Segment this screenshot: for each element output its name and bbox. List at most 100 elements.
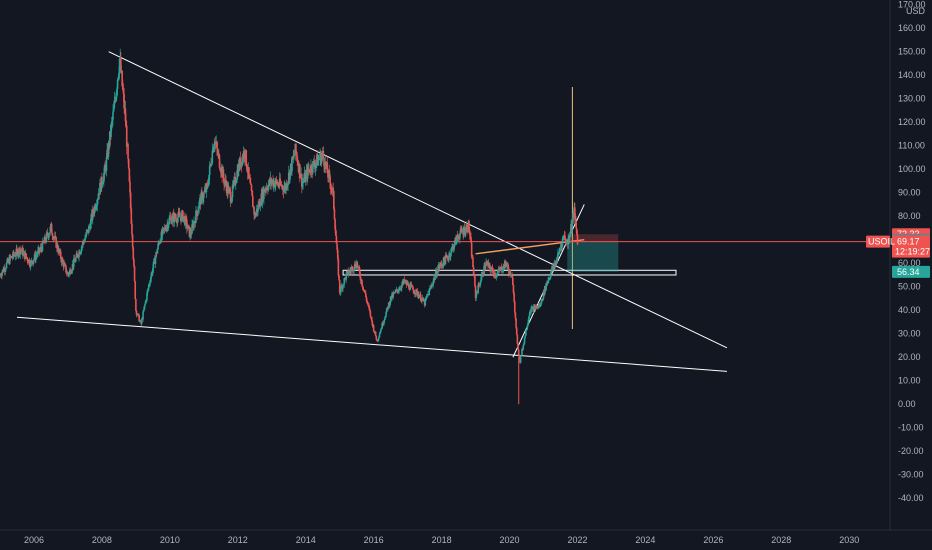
candle-body [188,226,191,237]
candle-body [469,234,472,237]
candle-body [184,216,187,226]
candle-body [447,256,450,260]
candle-body [16,250,19,257]
candle-body [457,236,460,239]
candle-body [250,184,253,191]
candle-body [380,328,383,330]
candle-body [227,188,230,194]
candle-body [80,250,82,253]
candle-body [408,283,410,289]
candle-body [380,329,382,333]
candle-body [150,276,152,282]
candle-body [250,183,252,185]
price-axis[interactable]: USD 170.00 160.00 150.00 140.00 130.00 120.00… [889,0,926,530]
candle-body [201,192,203,194]
candle-body [384,316,387,319]
candle-body [338,280,341,293]
time-tick-label: 2020 [500,535,520,545]
candle-body [378,337,380,339]
candle-body [174,214,176,219]
candle-body [524,335,527,338]
candle-body [525,330,527,336]
candle-body [146,289,149,294]
candle-body [562,236,564,239]
candle-body [19,249,22,255]
candle-body [398,288,401,291]
candle-body [231,197,233,203]
candle-body [101,176,103,185]
candle-body [219,167,221,171]
candle-body [203,192,205,199]
candle-body [187,225,190,227]
candle-body [471,256,474,258]
candle-body [425,298,427,300]
candle-body [389,296,392,303]
candle-body [158,243,161,244]
candle-body [186,228,189,230]
candle-body [356,262,359,267]
candle-body [482,274,485,276]
candle-body [177,212,180,218]
candle-body [5,262,8,269]
candle-body [138,315,140,322]
candle-body [466,225,468,232]
candle-body [512,277,514,285]
candle-body [368,308,371,312]
candle-body [150,272,153,277]
time-axis[interactable]: 2006 2008 2010 2012 2014 2016 2018 2020 2022 2024… [0,529,932,545]
candle-body [56,243,59,250]
candle-body [334,219,336,230]
candle-body [415,289,418,291]
candle-body [127,158,130,169]
candle-body [446,256,449,259]
last-price-badge-bg [892,235,930,258]
candle-body [165,226,168,231]
candle-body [116,79,119,89]
candle-body [568,236,571,240]
candle-body [429,287,432,289]
candle-body [75,253,78,258]
candle-body [377,338,380,341]
candle-body [48,234,50,238]
candle-body [118,58,121,74]
price-tick-label: 140.00 [898,70,926,80]
candle-body [42,242,45,244]
candle-body [530,308,532,313]
candle-body [51,232,54,236]
candle-body [168,218,170,225]
candle-body [45,233,48,242]
candle-body [70,272,73,274]
candle-body [385,312,387,317]
candle-body [249,178,251,184]
candle-body [416,290,419,296]
candle-body [364,292,366,294]
candle-body [136,314,138,316]
candle-body [148,284,150,288]
candle-body [97,197,99,201]
candle-body [38,247,40,252]
candle-body [176,217,179,223]
price-tick-label: -10.00 [898,423,924,433]
candle-body [107,142,110,157]
candle-body [52,235,54,239]
candle-body [216,142,218,149]
candle-body [574,216,577,221]
candle-body [37,250,39,255]
candle-body [421,298,423,302]
candle-body [102,182,105,184]
candle-body [489,264,491,269]
candle-body [395,290,397,292]
candle-body [203,190,206,193]
candle-body [557,252,559,259]
time-tick-label: 2018 [432,535,452,545]
candle-body [0,275,2,276]
candle-body [463,226,466,235]
candle-body [381,322,383,329]
candle-body [148,283,151,285]
candle-body [0,275,3,277]
time-tick-label: 2026 [703,535,723,545]
candle-body [474,286,477,299]
